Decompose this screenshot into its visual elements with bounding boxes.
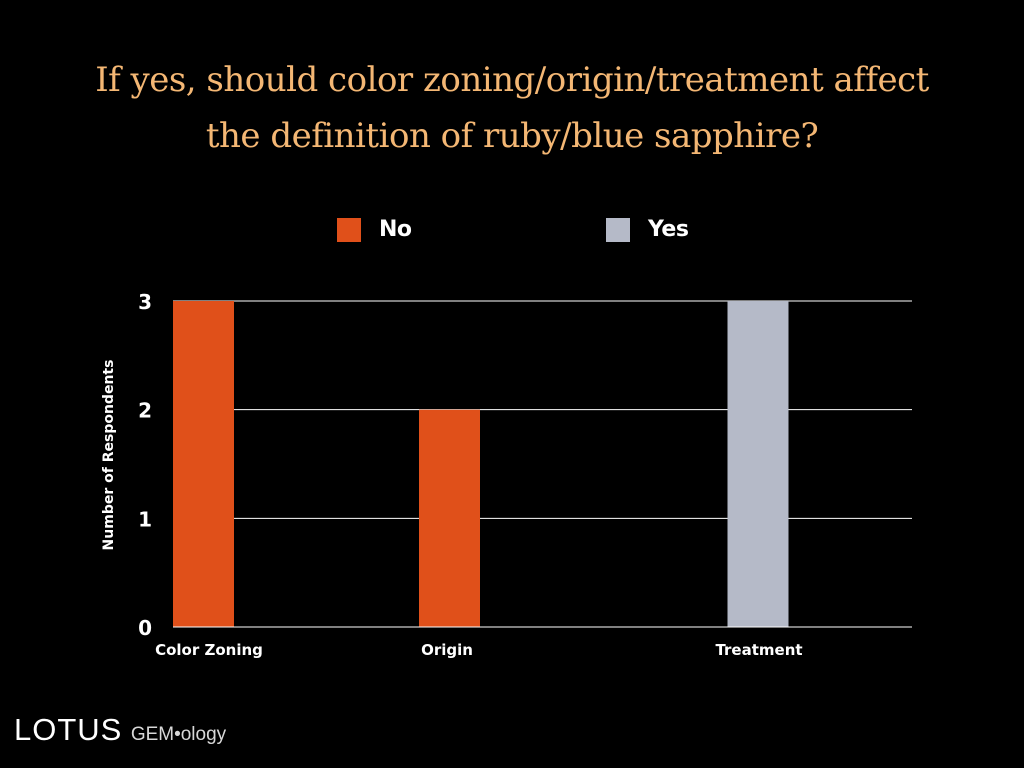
y-tick-label: 0 [138, 616, 152, 640]
bar-yes-treatment [727, 301, 789, 627]
legend-swatch-yes [606, 218, 630, 242]
legend-swatch-no [337, 218, 361, 242]
bar-no-color-zoning [173, 301, 234, 627]
bar-no-origin [419, 409, 480, 627]
x-tick-label: Color Zoning [155, 641, 263, 659]
legend-label-yes: Yes [648, 217, 689, 242]
x-tick-label: Treatment [715, 641, 802, 659]
slide-title-line-1: If yes, should color zoning/origin/treat… [95, 60, 929, 100]
chart-legend: No Yes [0, 213, 1024, 247]
slide-title: If yes, should color zoning/origin/treat… [60, 52, 964, 164]
lotus-gemology-logo: LOTUS GEM•ology [14, 712, 226, 752]
legend-label-no: No [379, 217, 412, 242]
y-tick-label: 3 [138, 290, 152, 314]
x-tick-label: Origin [421, 641, 473, 659]
y-tick-label: 2 [138, 399, 152, 423]
logo-main-text: LOTUS [14, 712, 123, 747]
y-axis-title: Number of Respondents [101, 360, 117, 551]
slide-title-line-2: the definition of ruby/blue sapphire? [205, 116, 819, 156]
logo-sub-text: GEM•ology [130, 724, 227, 745]
y-tick-label: 1 [138, 507, 152, 531]
